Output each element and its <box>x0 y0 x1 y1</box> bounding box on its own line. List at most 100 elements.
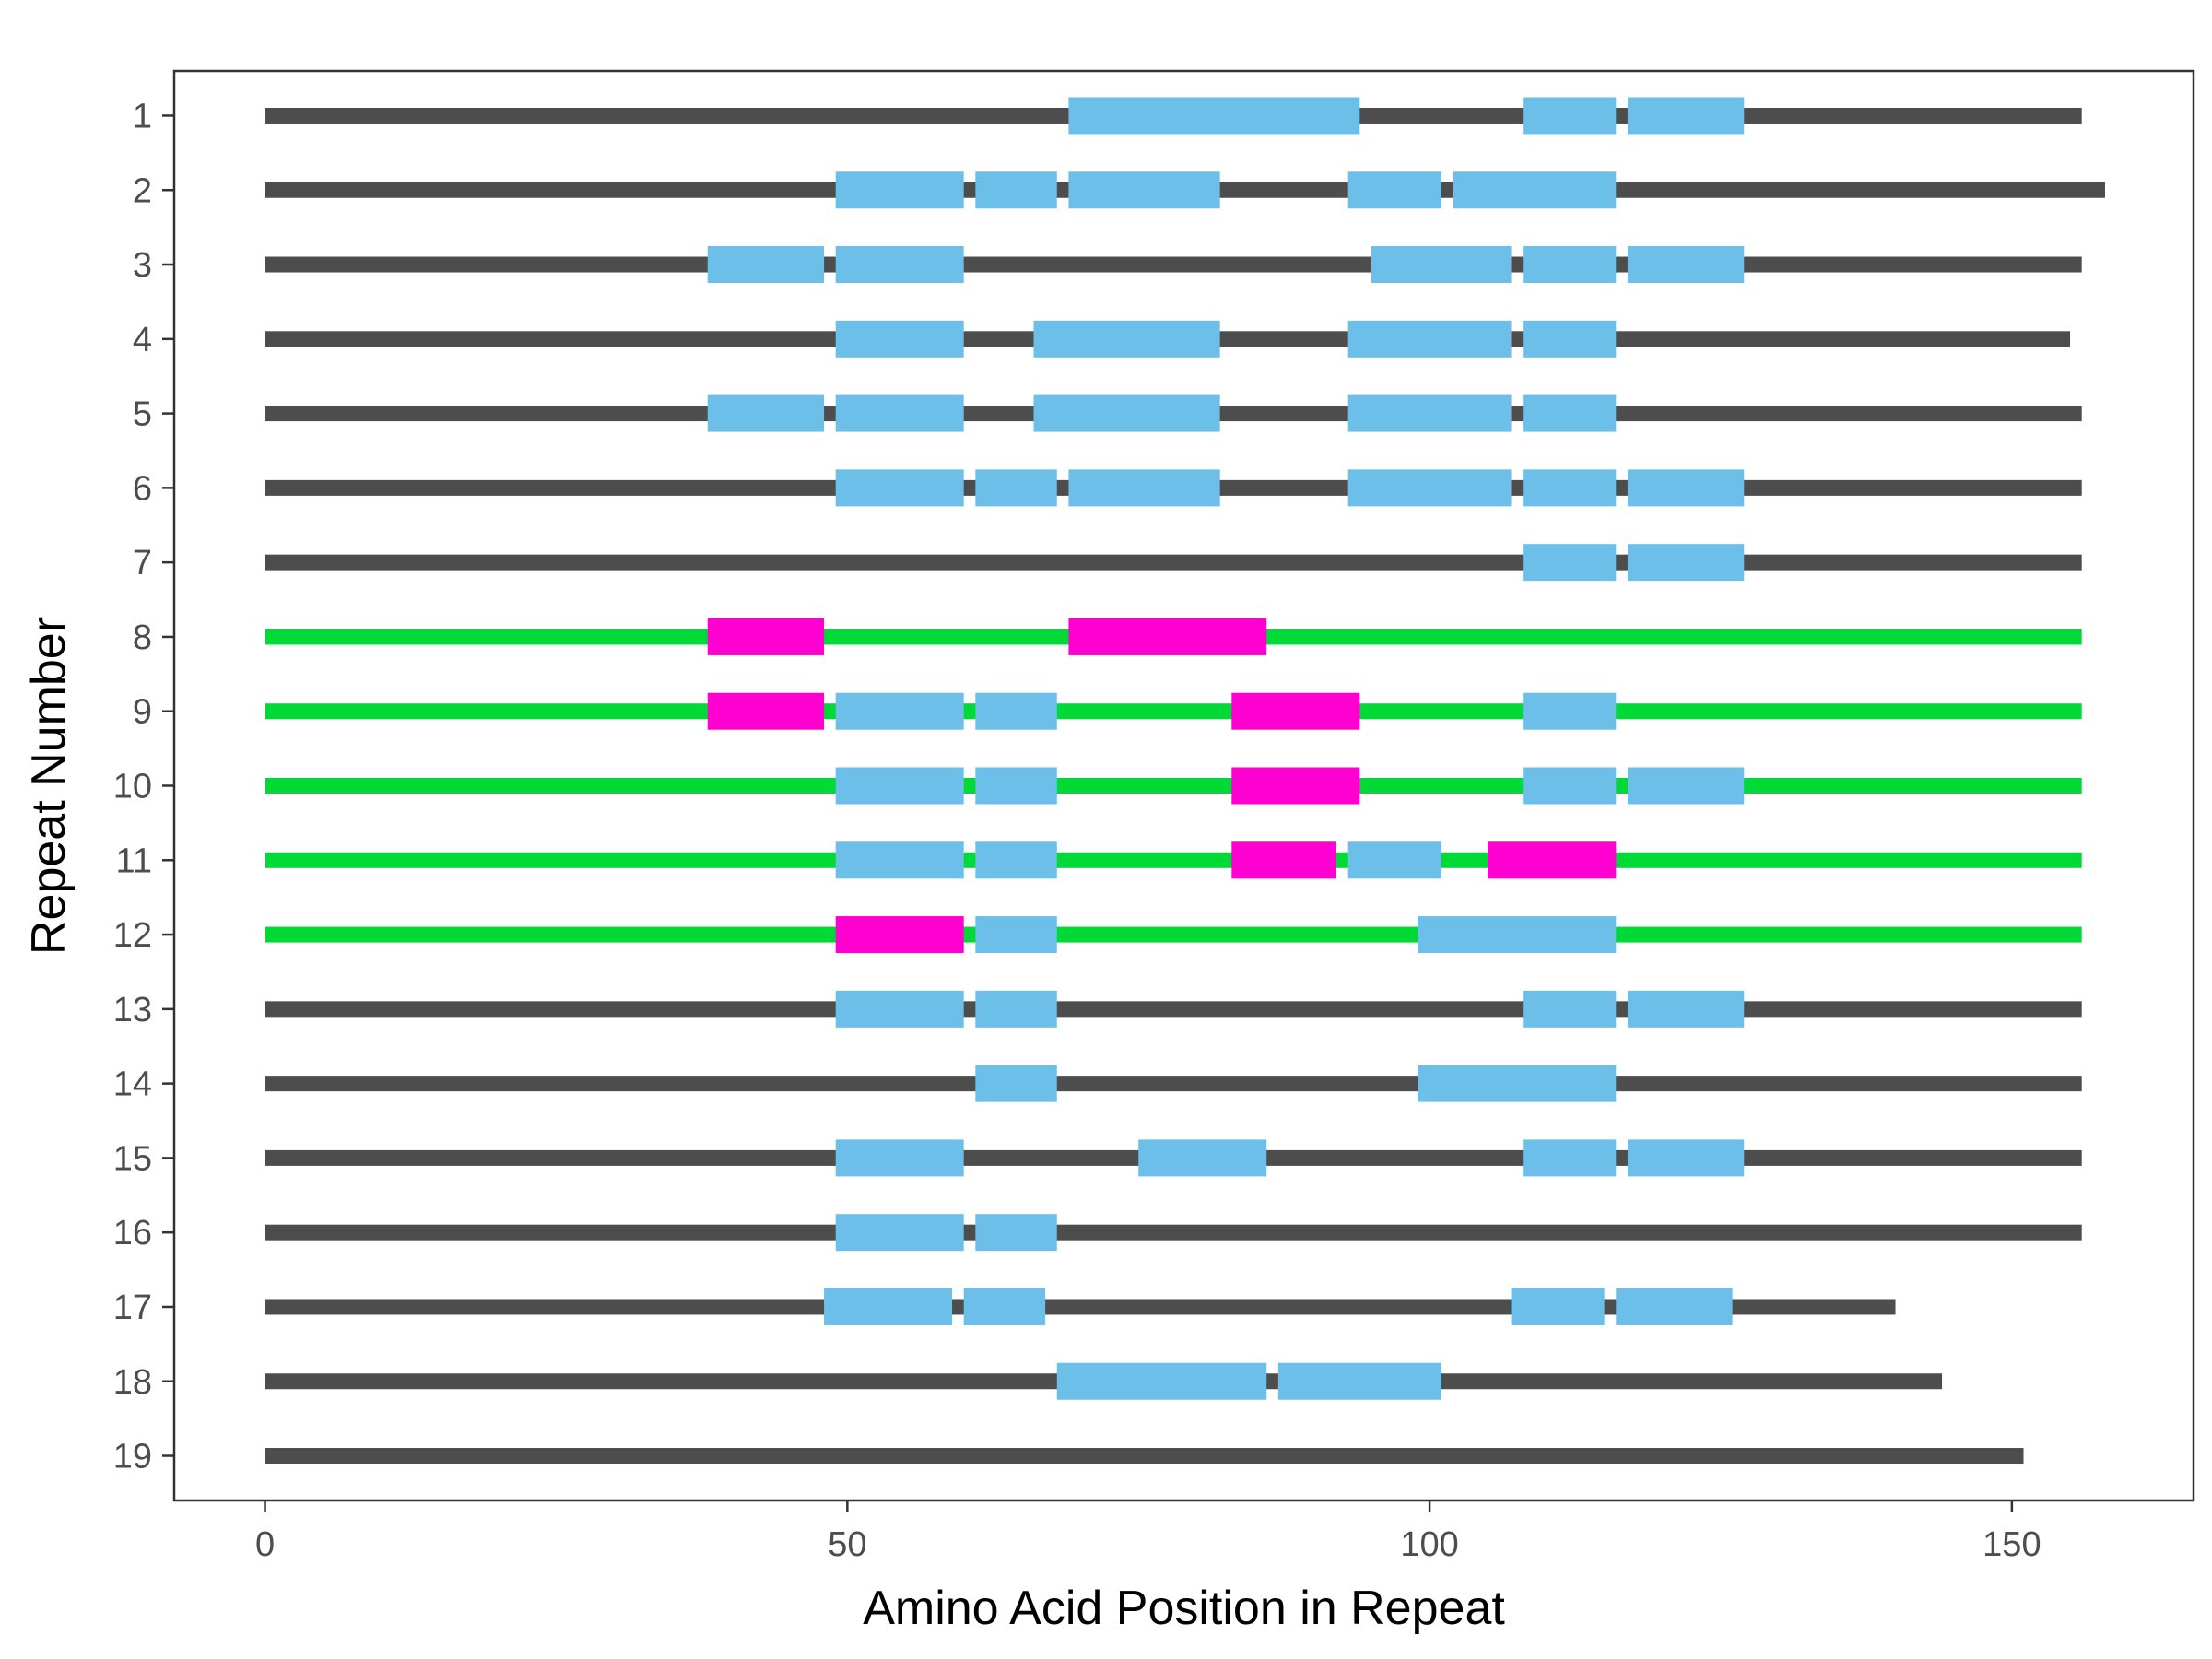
y-tick-label: 1 <box>133 97 152 135</box>
blue-segment <box>1511 1288 1605 1325</box>
y-tick-label: 11 <box>116 841 152 880</box>
blue-segment <box>975 171 1057 209</box>
repeat-row-7 <box>265 544 2082 582</box>
magenta-segment <box>1231 767 1360 805</box>
blue-segment <box>1523 320 1617 358</box>
blue-segment <box>975 990 1057 1028</box>
repeat-backbone-10 <box>265 778 2082 794</box>
blue-segment <box>835 469 964 507</box>
blue-segment <box>975 767 1057 805</box>
blue-segment <box>1523 767 1617 805</box>
repeat-row-14 <box>265 1065 2082 1102</box>
blue-segment <box>1627 246 1745 284</box>
y-tick-label: 9 <box>133 693 152 732</box>
blue-segment <box>1523 1139 1617 1177</box>
magenta-segment <box>707 692 825 730</box>
repeat-backbone-9 <box>265 703 2082 720</box>
blue-segment <box>1347 394 1512 432</box>
blue-segment <box>1627 990 1745 1028</box>
blue-segment <box>975 841 1057 879</box>
y-tick-label: 7 <box>133 544 152 582</box>
blue-segment <box>1523 394 1617 432</box>
blue-segment <box>1627 97 1745 135</box>
blue-segment <box>1418 916 1617 954</box>
repeat-row-6 <box>265 469 2082 507</box>
blue-segment <box>1616 1288 1733 1325</box>
blue-segment <box>975 1214 1057 1252</box>
blue-segment <box>975 692 1057 730</box>
repeat-row-9 <box>265 692 2082 730</box>
blue-segment <box>1347 171 1441 209</box>
blue-segment <box>1347 320 1512 358</box>
y-tick-label: 3 <box>133 246 152 285</box>
blue-segment <box>835 692 964 730</box>
blue-segment <box>1627 1139 1745 1177</box>
y-tick-label: 16 <box>113 1214 152 1253</box>
y-tick-label: 6 <box>133 469 152 508</box>
repeat-backbone-11 <box>265 852 2082 868</box>
y-tick-label: 12 <box>113 916 152 955</box>
y-tick-label: 10 <box>113 768 152 806</box>
blue-segment <box>1523 469 1617 507</box>
blue-segment <box>824 1288 953 1325</box>
blue-segment <box>1347 841 1441 879</box>
blue-segment <box>835 320 964 358</box>
blue-segment <box>1627 469 1745 507</box>
blue-segment <box>1453 171 1617 209</box>
blue-segment <box>707 246 825 284</box>
blue-segment <box>1523 246 1617 284</box>
repeat-backbone-17 <box>265 1299 1896 1315</box>
repeat-row-15 <box>265 1139 2082 1177</box>
repeat-row-3 <box>265 246 2082 284</box>
y-tick-label: 5 <box>133 395 152 434</box>
repeat-backbone-13 <box>265 1001 2082 1018</box>
repeat-row-11 <box>265 841 2082 879</box>
repeat-row-8 <box>265 618 2082 655</box>
repeat-backbone-7 <box>265 554 2082 571</box>
repeat-row-13 <box>265 990 2082 1028</box>
x-axis: 0 50 100 150 <box>255 1500 2041 1564</box>
y-tick-label: 13 <box>113 991 152 1030</box>
y-axis-title: Repeat Number <box>22 617 76 955</box>
blue-segment <box>1347 469 1512 507</box>
blue-segment <box>835 394 964 432</box>
magenta-segment <box>707 618 825 655</box>
blue-segment <box>975 469 1057 507</box>
blue-segment <box>835 246 964 284</box>
blue-segment <box>1627 767 1745 805</box>
blue-segment <box>1523 990 1617 1028</box>
blue-segment <box>835 841 964 879</box>
y-tick-label: 18 <box>113 1363 152 1402</box>
y-tick-label: 8 <box>133 618 152 657</box>
blue-segment <box>1068 469 1220 507</box>
repeat-row-12 <box>265 916 2082 954</box>
repeat-row-16 <box>265 1214 2082 1252</box>
blue-segment <box>835 171 964 209</box>
repeat-backbone-19 <box>265 1448 2024 1465</box>
blue-segment <box>1068 97 1360 135</box>
x-tick-label: 150 <box>1983 1525 2041 1564</box>
repeat-row-2 <box>265 171 2105 209</box>
blue-segment <box>835 990 964 1028</box>
magenta-segment <box>1231 841 1337 879</box>
blue-segment <box>1138 1139 1267 1177</box>
blue-segment <box>1523 544 1617 582</box>
blue-segment <box>1277 1362 1441 1400</box>
blue-segment <box>835 1139 964 1177</box>
blue-segment <box>1056 1362 1267 1400</box>
repeat-row-5 <box>265 394 2082 432</box>
x-tick-label: 0 <box>255 1525 275 1564</box>
blue-segment <box>1523 692 1617 730</box>
blue-segment <box>1627 544 1745 582</box>
y-tick-label: 4 <box>133 321 152 359</box>
repeat-row-17 <box>265 1288 1896 1325</box>
y-tick-label: 14 <box>113 1065 152 1104</box>
x-tick-label: 100 <box>1400 1525 1458 1564</box>
repeat-backbone-12 <box>265 926 2082 943</box>
blue-segment <box>835 767 964 805</box>
repeat-row-4 <box>265 320 2071 358</box>
blue-segment <box>835 1214 964 1252</box>
repeat-backbone-16 <box>265 1224 2082 1241</box>
repeat-row-19 <box>265 1448 2024 1465</box>
magenta-segment <box>1068 618 1267 655</box>
